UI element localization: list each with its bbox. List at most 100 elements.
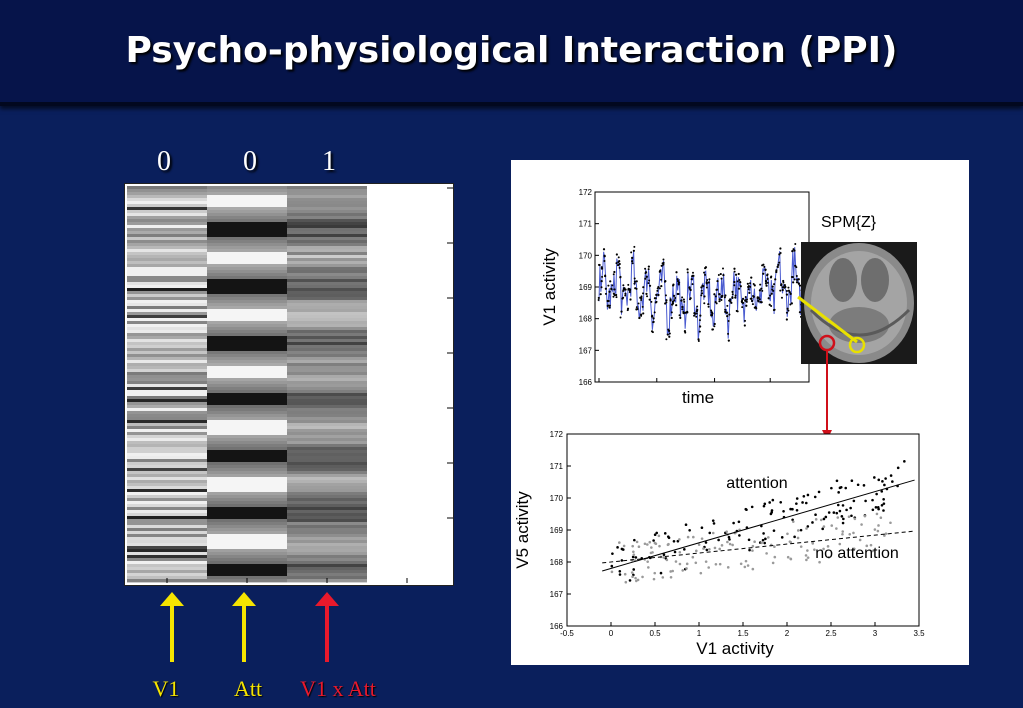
scatter-point <box>773 545 776 548</box>
scatter-point <box>795 497 799 500</box>
timeseries-xlabel: time <box>682 388 714 407</box>
scatter-point <box>806 525 810 528</box>
scatter-point <box>864 499 867 503</box>
scatter-point <box>871 549 874 553</box>
timeseries-line <box>598 247 805 341</box>
scatter-point <box>877 478 881 482</box>
scatter-point <box>700 526 704 530</box>
scatter-point <box>720 544 724 547</box>
scatter-point <box>634 556 638 559</box>
scatter-ytick-label: 170 <box>550 494 564 503</box>
ts-ytick-label: 168 <box>579 315 593 324</box>
slide-title: Psycho-physiological Interaction (PPI) <box>125 30 898 71</box>
column-weight-v1: 0 <box>157 146 171 177</box>
scatter-point <box>648 540 652 544</box>
scatter-point <box>751 549 754 552</box>
scatter-point <box>623 572 627 576</box>
scatter-point <box>747 538 751 542</box>
scatter-point <box>671 569 674 573</box>
scatter-point <box>681 569 685 572</box>
regressor-arrows <box>160 592 339 662</box>
scatter-point <box>889 521 892 525</box>
scatter-point <box>632 550 635 554</box>
scatter-point <box>841 504 845 507</box>
scatter-point <box>817 490 821 494</box>
scatter-point <box>804 554 808 557</box>
ts-ytick-label: 170 <box>579 251 593 260</box>
scatter-xtick-label: 1.5 <box>737 629 749 638</box>
scatter-point <box>702 547 705 550</box>
scatter-point <box>860 523 863 526</box>
scatter-ytick-label: 169 <box>550 526 564 535</box>
scatter-xtick-label: -0.5 <box>560 629 574 638</box>
scatter-point <box>873 528 877 531</box>
scatter-point <box>818 560 821 564</box>
scatter-point <box>877 507 880 511</box>
scatter-point <box>836 503 840 507</box>
scatter-point <box>704 560 708 563</box>
scatter-ytick-label: 171 <box>550 462 564 471</box>
scatter-point <box>652 577 656 581</box>
scatter-point <box>763 502 767 506</box>
regressor-label-att: Att <box>233 676 263 701</box>
scatter-plot: 172 171 170 169 168 167 166 -0.5 0 0.5 1 1.5 2 2.5 3 3… <box>513 430 925 658</box>
scatter-point <box>806 549 809 552</box>
scatter-point <box>631 555 635 559</box>
scatter-point <box>628 579 632 582</box>
scatter-point <box>841 532 844 536</box>
scatter-point <box>835 511 839 515</box>
scatter-point <box>882 509 885 512</box>
scatter-point <box>699 571 703 575</box>
ts-ytick-label: 171 <box>579 220 593 229</box>
scatter-point <box>665 558 669 562</box>
scatter-point <box>819 518 823 522</box>
scatter-point <box>714 562 718 566</box>
scatter-point <box>764 537 767 541</box>
scatter-point <box>822 517 826 521</box>
scatter-point <box>634 576 637 580</box>
scatter-point <box>880 503 884 507</box>
scatter-point <box>678 538 681 541</box>
scatter-point <box>731 543 734 547</box>
scatter-point <box>835 527 838 530</box>
scatter-point <box>654 542 658 546</box>
scatter-point <box>852 499 856 503</box>
scatter-point <box>650 546 653 549</box>
scatter-point <box>853 517 857 521</box>
scatter-point <box>801 501 804 504</box>
scatter-point <box>746 564 750 567</box>
scatter-point <box>877 524 880 527</box>
regressor-label-ppi: V1 x Att <box>300 676 376 701</box>
ts-ytick-label: 167 <box>579 346 593 355</box>
scatter-point <box>827 556 831 559</box>
scatter-xtick-label: 0 <box>609 629 614 638</box>
scatter-point <box>770 509 774 512</box>
arrow-att <box>232 592 256 662</box>
scatter-point <box>874 506 878 509</box>
scatter-point <box>838 542 842 546</box>
scatter-point <box>692 535 695 539</box>
scatter-point <box>641 575 644 579</box>
scatter-point <box>804 501 808 505</box>
scatter-point <box>884 532 888 535</box>
scatter-point <box>789 507 792 511</box>
scatter-point <box>788 540 792 543</box>
arrow-v1 <box>160 592 184 662</box>
scatter-point <box>847 515 851 519</box>
column-weight-ppi: 1 <box>322 146 336 177</box>
scatter-point <box>666 535 670 538</box>
scatter-point <box>822 525 826 528</box>
scatter-point <box>672 539 676 543</box>
scatter-point <box>793 535 796 539</box>
scatter-point <box>632 553 636 556</box>
scatter-point <box>848 533 852 536</box>
scatter-point <box>616 546 619 549</box>
scatter-point <box>773 555 777 559</box>
scatter-point <box>727 535 731 539</box>
scatter-point <box>704 541 708 544</box>
title-bar: Psycho-physiological Interaction (PPI) <box>0 0 1023 106</box>
ts-ytick-label: 169 <box>579 283 593 292</box>
scatter-point <box>621 548 625 551</box>
scatter-point <box>635 540 639 544</box>
scatter-point <box>826 545 830 548</box>
